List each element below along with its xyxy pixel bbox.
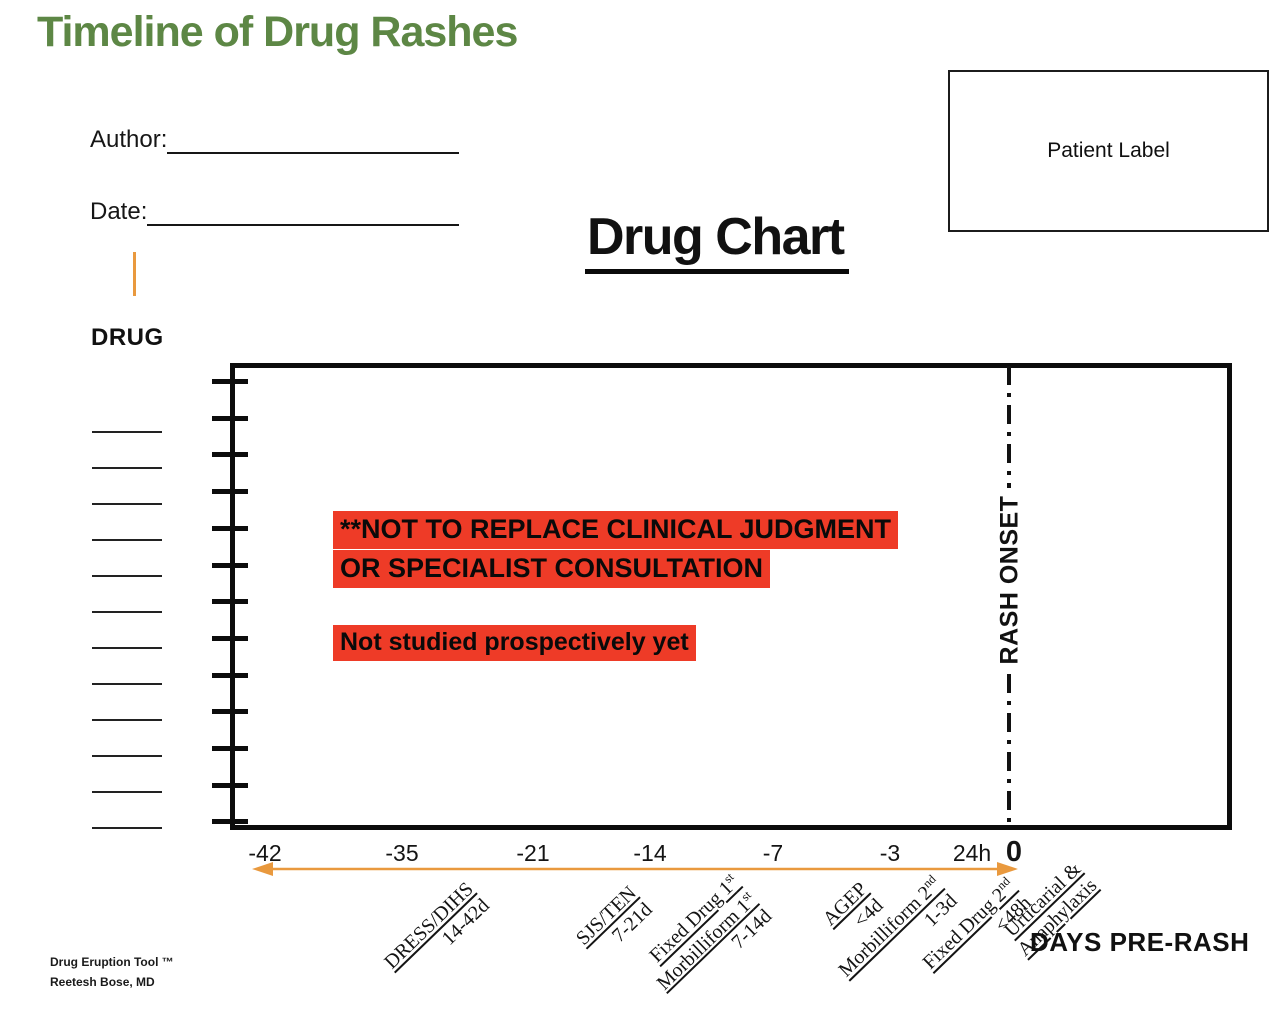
date-field: Date: xyxy=(90,198,460,226)
drug-blank-line xyxy=(92,467,162,469)
page-title: Timeline of Drug Rashes xyxy=(37,8,518,56)
drug-row-tick xyxy=(212,599,248,605)
date-label: Date: xyxy=(90,198,148,225)
drug-blank-line xyxy=(92,611,162,613)
drug-blank-line xyxy=(92,683,162,685)
patient-label-box: Patient Label xyxy=(948,70,1269,232)
axis-tick-label: 0 xyxy=(1005,836,1023,868)
diagnosis-label: Fixed Drug 1st Morbilliform 1st 7-14d xyxy=(634,870,777,1011)
warning-banner-line3: Not studied prospectively yet xyxy=(333,625,696,661)
footer-author-name: Reetesh Bose, MD xyxy=(50,975,155,989)
chart-plot-area xyxy=(230,363,1232,830)
rash-onset-line-bottom xyxy=(1007,674,1011,828)
drug-row-tick xyxy=(212,562,248,568)
warning-banner-line1: **NOT TO REPLACE CLINICAL JUDGMENT xyxy=(333,511,899,549)
axis-tick-label: -14 xyxy=(633,840,667,866)
chart-title: Drug Chart xyxy=(585,207,849,274)
axis-tick-label: -7 xyxy=(762,840,784,866)
drug-row-tick xyxy=(212,489,248,495)
drug-row-tick xyxy=(212,452,248,458)
axis-tick-label: -42 xyxy=(248,840,282,866)
drug-blank-line xyxy=(92,539,162,541)
date-fill-line xyxy=(147,198,460,226)
drug-row-tick xyxy=(212,672,248,678)
rash-onset-line-top xyxy=(1007,366,1011,488)
drug-row-tick xyxy=(212,819,248,825)
drug-blank-line xyxy=(92,719,162,721)
timeline-double-arrow xyxy=(252,862,1018,876)
drug-blank-line xyxy=(92,575,162,577)
axis-tick-label: 24h xyxy=(952,840,992,866)
orange-cursor-mark xyxy=(133,252,136,296)
drug-row-tick xyxy=(212,635,248,641)
author-fill-line xyxy=(167,126,460,154)
axis-tick-label: -21 xyxy=(516,840,550,866)
drug-blank-line xyxy=(92,755,162,757)
drug-row-tick xyxy=(212,415,248,421)
drug-row-tick xyxy=(212,746,248,751)
drug-blank-line xyxy=(92,827,162,829)
drug-row-tick xyxy=(212,379,248,384)
warning-banner-line2: OR SPECIALIST CONSULTATION xyxy=(333,550,770,588)
author-label: Author: xyxy=(90,126,168,153)
axis-tick-label: -35 xyxy=(385,840,419,866)
drug-blank-line xyxy=(92,791,162,793)
drug-blank-line xyxy=(92,647,162,649)
author-field: Author: xyxy=(90,126,460,154)
drug-row-tick xyxy=(212,709,248,715)
drug-row-tick xyxy=(212,525,248,531)
footer-tool-name: Drug Eruption Tool ™ xyxy=(50,955,174,969)
diagnosis-label: DRESS/DIHS 14-42d xyxy=(380,878,494,991)
drug-axis-label: DRUG xyxy=(91,324,164,351)
axis-tick-label: -3 xyxy=(879,840,901,866)
drug-blank-line xyxy=(92,431,162,433)
drug-blank-line xyxy=(92,503,162,505)
patient-label-text: Patient Label xyxy=(1047,139,1170,162)
x-axis-title: DAYS PRE-RASH xyxy=(1030,927,1250,957)
drug-row-tick xyxy=(212,782,248,788)
rash-onset-label: RASH ONSET xyxy=(995,495,1024,665)
